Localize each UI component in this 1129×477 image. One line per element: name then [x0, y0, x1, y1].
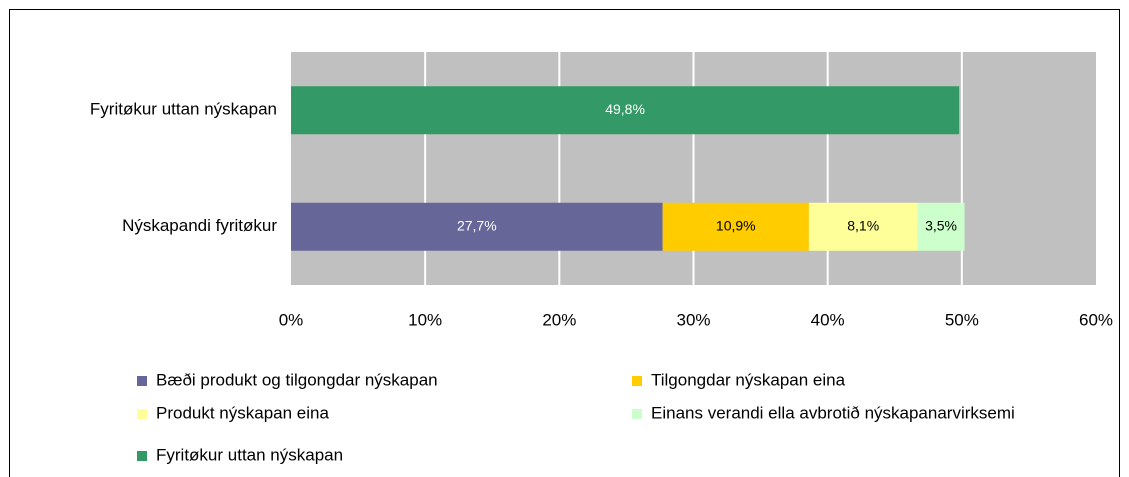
x-tick-label: 60%	[1079, 310, 1113, 329]
x-tick-label: 10%	[408, 310, 442, 329]
bar-segment	[808, 202, 918, 251]
legend-marker	[137, 376, 147, 386]
x-tick-label: 30%	[676, 310, 710, 329]
value-label: 8,1%	[847, 217, 879, 233]
bar-segment	[291, 86, 960, 135]
legend-marker	[632, 409, 642, 419]
legend-label: Produkt nýskapan eina	[156, 403, 329, 422]
bar-segment	[291, 202, 663, 251]
legend-marker	[137, 409, 147, 419]
value-label: 3,5%	[925, 217, 957, 233]
legend-label: Einans verandi ella avbrotið nýskapanarv…	[651, 403, 1015, 422]
legend-marker	[632, 376, 642, 386]
value-label: 10,9%	[716, 217, 756, 233]
value-label: 27,7%	[457, 217, 497, 233]
x-tick-label: 20%	[542, 310, 576, 329]
category-label: Fyritøkur uttan nýskapan	[90, 100, 277, 119]
legend-label: Fyritøkur uttan nýskapan	[156, 445, 343, 464]
bar-segment	[917, 202, 965, 251]
x-tick-label: 50%	[945, 310, 979, 329]
x-tick-label: 0%	[279, 310, 304, 329]
legend-marker	[137, 451, 147, 461]
legend-label: Tilgongdar nýskapan eina	[651, 370, 846, 389]
bar-segment	[662, 202, 809, 251]
x-tick-label: 40%	[811, 310, 845, 329]
value-label: 49,8%	[605, 101, 645, 117]
category-label: Nýskapandi fyritøkur	[122, 216, 277, 235]
legend-label: Bæði produkt og tilgongdar nýskapan	[156, 370, 438, 389]
